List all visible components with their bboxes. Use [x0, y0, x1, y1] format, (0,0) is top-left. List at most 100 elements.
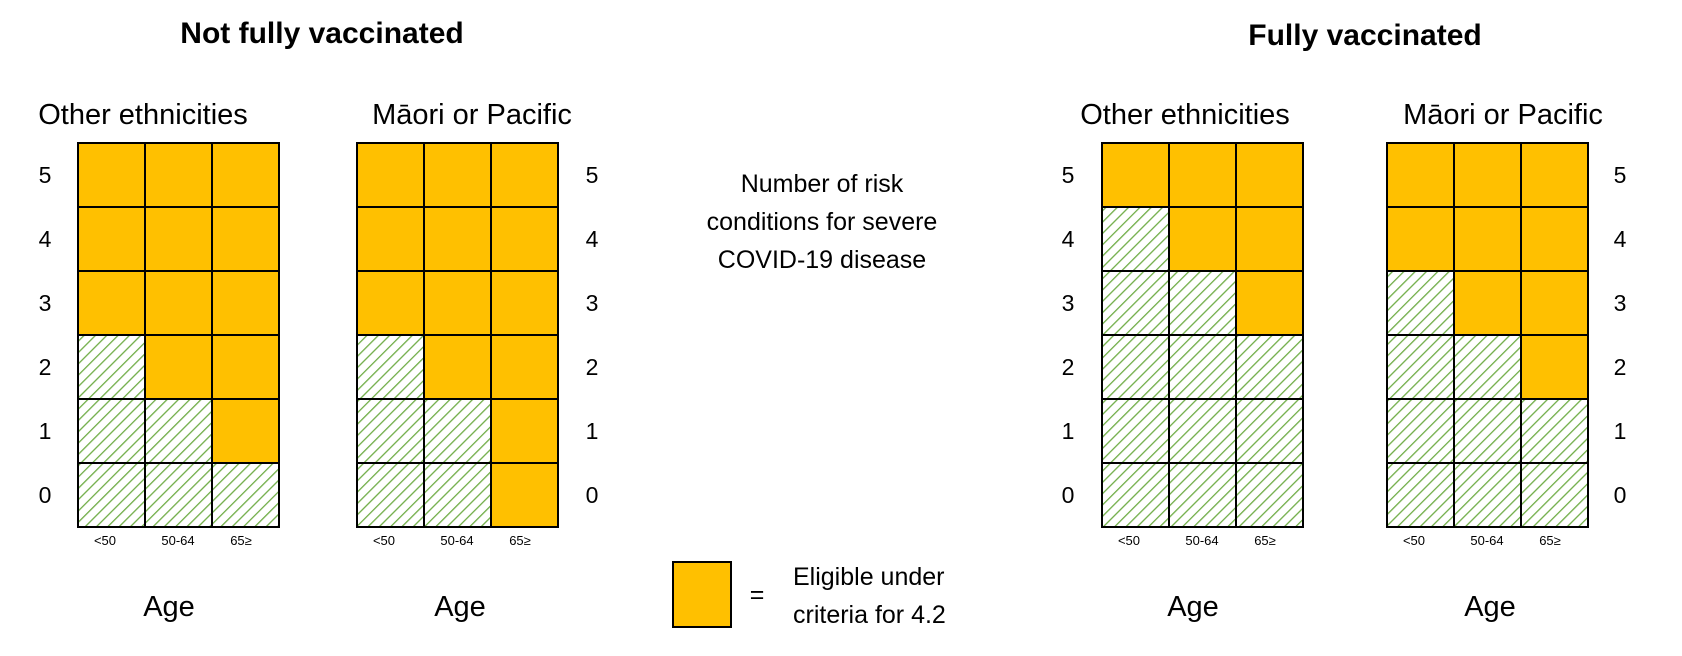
- y-axis-title-line-1: Number of risk: [741, 170, 904, 198]
- grid-cell-eligible: [1520, 270, 1589, 336]
- grid-cell-not-eligible: [1386, 462, 1455, 528]
- grid-cell-eligible: [77, 270, 146, 336]
- row-label: 3: [1062, 290, 1075, 316]
- grid-cell-not-eligible: [1386, 270, 1455, 336]
- y-axis-title-line-3: COVID-19 disease: [718, 246, 926, 274]
- grid-cell-eligible: [211, 270, 280, 336]
- age-axis-title: Age: [434, 591, 486, 623]
- grid-cell-eligible: [1453, 142, 1522, 208]
- grid-cell-eligible: [490, 142, 559, 208]
- grid-cell-eligible: [423, 270, 492, 336]
- row-label: 0: [39, 482, 52, 508]
- grid-cell-not-eligible: [1168, 334, 1237, 400]
- grid-cell-not-eligible: [1386, 334, 1455, 400]
- grid-cell-not-eligible: [144, 398, 213, 464]
- grid-cell-eligible: [356, 142, 425, 208]
- age-tick-label: 65≥: [1254, 533, 1276, 548]
- grid-cell-not-eligible: [211, 462, 280, 528]
- age-tick-label: 65≥: [1539, 533, 1561, 548]
- row-label: 1: [1614, 418, 1627, 444]
- panel-2: Māori or Pacific 5 4 3 2 1 0 <50 50-64 65≥ Age: [356, 99, 599, 623]
- grid-cell-eligible: [144, 206, 213, 272]
- grid-cell-eligible: [77, 142, 146, 208]
- grid-cell-not-eligible: [356, 334, 425, 400]
- grid-cell-eligible: [1520, 334, 1589, 400]
- grid-cell-not-eligible: [144, 462, 213, 528]
- legend-eligible-swatch: [672, 561, 732, 628]
- grid-cell-eligible: [490, 462, 559, 528]
- legend-text-line-1: Eligible under: [793, 563, 945, 591]
- grid-cell-not-eligible: [1520, 398, 1589, 464]
- row-label: 0: [586, 482, 599, 508]
- grid-cell-eligible: [211, 206, 280, 272]
- age-tick-label: <50: [94, 533, 116, 548]
- grid-cell-not-eligible: [1168, 462, 1237, 528]
- panel-3: Other ethnicities 5 4 3 2 1 0 <50 50-64 65≥ Age: [1062, 99, 1304, 623]
- legend-equals-sign: =: [750, 581, 765, 609]
- grid-cell-not-eligible: [1453, 462, 1522, 528]
- grid-cell-eligible: [490, 270, 559, 336]
- section-title-fully-vaccinated: Fully vaccinated: [1248, 19, 1481, 52]
- grid-cell-eligible: [211, 142, 280, 208]
- grid-cell-eligible: [490, 206, 559, 272]
- grid-panels: Other ethnicities 5 4 3 2 1 0 <50 50-64 65≥ Age Māo…: [38, 99, 1626, 623]
- row-label: 5: [586, 162, 599, 188]
- row-label: 5: [1062, 162, 1075, 188]
- grid-cell-not-eligible: [1453, 398, 1522, 464]
- grid-cell-eligible: [1235, 142, 1304, 208]
- row-label: 1: [39, 418, 52, 444]
- grid-cell-eligible: [77, 206, 146, 272]
- grid-cell-eligible: [423, 142, 492, 208]
- row-label: 1: [586, 418, 599, 444]
- grid-cell-not-eligible: [1168, 398, 1237, 464]
- section-title-not-fully-vaccinated: Not fully vaccinated: [180, 17, 463, 50]
- grid-cell-not-eligible: [1386, 398, 1455, 464]
- grid-cell-eligible: [144, 270, 213, 336]
- grid-cell-not-eligible: [423, 398, 492, 464]
- legend: = Eligible under criteria for 4.2: [672, 561, 946, 629]
- grid-cell-not-eligible: [1235, 462, 1304, 528]
- row-label: 2: [1614, 354, 1627, 380]
- panel-4: Māori or Pacific 5 4 3 2 1 0 <50 50-64 65≥ Age: [1386, 99, 1627, 623]
- panel-title: Other ethnicities: [1080, 99, 1290, 131]
- row-label: 3: [1614, 290, 1627, 316]
- grid-cell-eligible: [1453, 206, 1522, 272]
- panel-title: Māori or Pacific: [372, 99, 572, 131]
- age-tick-label: 65≥: [509, 533, 531, 548]
- grid-cell-not-eligible: [1101, 462, 1170, 528]
- grid-cell-not-eligible: [1235, 398, 1304, 464]
- age-axis-title: Age: [143, 591, 195, 623]
- grid-cell-eligible: [1168, 142, 1237, 208]
- grid-cell-eligible: [490, 334, 559, 400]
- grid-cell-eligible: [356, 206, 425, 272]
- grid-cell-not-eligible: [356, 398, 425, 464]
- grid-cell-eligible: [1386, 142, 1455, 208]
- grid-cell-not-eligible: [1168, 270, 1237, 336]
- grid-cell-eligible: [1235, 270, 1304, 336]
- row-label: 2: [1062, 354, 1075, 380]
- age-axis-title: Age: [1464, 591, 1516, 623]
- row-label: 2: [586, 354, 599, 380]
- grid-cell-eligible: [423, 334, 492, 400]
- grid-cell-eligible: [356, 270, 425, 336]
- row-label: 4: [1614, 226, 1627, 252]
- grid-cell-eligible: [211, 398, 280, 464]
- row-label: 4: [586, 226, 599, 252]
- row-label: 3: [586, 290, 599, 316]
- row-label: 1: [1062, 418, 1075, 444]
- panel-1: Other ethnicities 5 4 3 2 1 0 <50 50-64 65≥ Age: [38, 99, 280, 623]
- age-tick-label: 50-64: [1470, 533, 1503, 548]
- grid-cell-not-eligible: [1235, 334, 1304, 400]
- grid-cell-eligible: [1453, 270, 1522, 336]
- row-label: 5: [39, 162, 52, 188]
- row-label: 5: [1614, 162, 1627, 188]
- grid-cell-not-eligible: [356, 462, 425, 528]
- grid-cell-not-eligible: [1101, 334, 1170, 400]
- grid-cell-not-eligible: [77, 334, 146, 400]
- grid-cell-eligible: [490, 398, 559, 464]
- grid-cell-not-eligible: [1520, 462, 1589, 528]
- age-tick-label: 65≥: [230, 533, 252, 548]
- grid-cell-eligible: [423, 206, 492, 272]
- grid-cell-eligible: [144, 334, 213, 400]
